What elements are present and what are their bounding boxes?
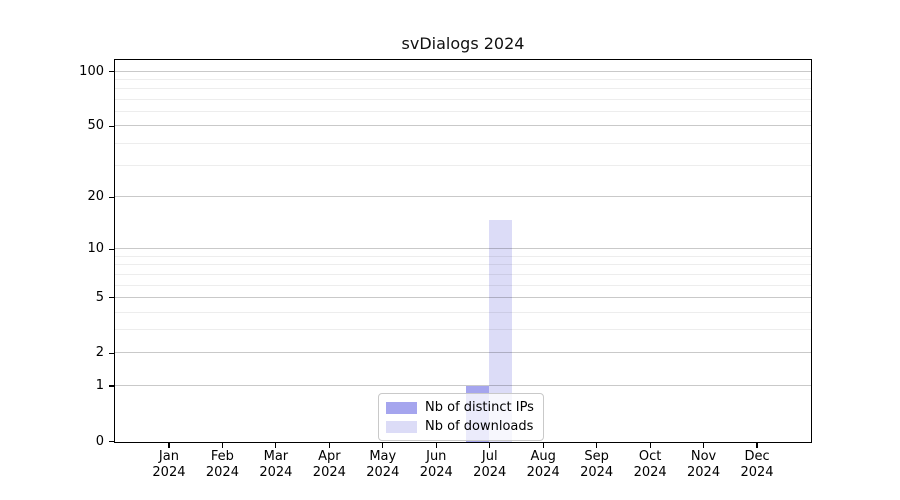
minor-gridline	[115, 165, 811, 167]
bar-downloads	[489, 219, 513, 442]
minor-gridline	[115, 329, 811, 331]
y-tick-mark	[109, 297, 114, 299]
minor-gridline	[115, 98, 811, 100]
y-tick-mark	[109, 196, 114, 199]
x-tick-year: 2024	[633, 465, 667, 480]
major-gridline	[115, 125, 811, 127]
x-tick-month: Mar	[263, 449, 289, 464]
legend-swatch	[386, 401, 417, 414]
legend-label: Nb of downloads	[425, 419, 534, 434]
x-tick-month: Feb	[210, 449, 234, 464]
x-tick-year: 2024	[740, 465, 774, 480]
x-tick-year: 2024	[580, 465, 614, 480]
minor-gridline	[115, 264, 811, 266]
chart-title: svDialogs 2024	[401, 34, 525, 53]
y-tick-label: 2	[95, 345, 104, 361]
x-tick-mark	[221, 443, 223, 448]
x-tick-label: May 2024	[351, 449, 415, 481]
x-tick-mark	[702, 443, 705, 448]
x-tick-year: 2024	[205, 465, 239, 480]
major-gridline	[115, 196, 811, 198]
x-tick-month: Sep	[584, 449, 609, 464]
x-tick-month: Jan	[158, 449, 179, 464]
x-tick-month: Apr	[318, 449, 341, 464]
x-tick-month: Nov	[690, 449, 717, 464]
y-tick-mark	[109, 385, 114, 387]
y-tick-mark	[109, 125, 114, 127]
x-tick-mark	[489, 443, 491, 448]
y-tick-label: 50	[87, 118, 104, 134]
x-tick-mark	[756, 443, 758, 448]
x-tick-mark	[542, 443, 544, 448]
x-tick-month: Jun	[426, 449, 447, 464]
minor-gridline	[115, 273, 811, 275]
y-tick-label: 1	[95, 377, 104, 393]
legend-swatch	[386, 420, 417, 433]
x-tick-label: Jan 2024	[137, 449, 201, 481]
legend-label: Nb of distinct IPs	[425, 400, 534, 415]
y-tick-label: 10	[87, 241, 104, 257]
x-tick-year: 2024	[419, 465, 453, 480]
x-tick-month: May	[369, 449, 397, 464]
y-tick-label: 0	[95, 433, 104, 449]
plot-area	[114, 59, 812, 443]
minor-gridline	[115, 255, 811, 257]
x-tick-month: Aug	[530, 449, 556, 464]
x-tick-year: 2024	[473, 465, 507, 480]
major-gridline	[115, 384, 811, 386]
x-tick-year: 2024	[687, 465, 721, 480]
x-tick-year: 2024	[152, 465, 186, 480]
x-tick-label: Jul 2024	[458, 449, 522, 481]
x-tick-mark	[435, 443, 437, 448]
x-tick-mark	[596, 443, 598, 448]
x-tick-mark	[382, 443, 384, 448]
y-tick-mark	[109, 70, 114, 73]
x-tick-label: Jun 2024	[404, 449, 468, 481]
minor-gridline	[115, 88, 811, 90]
minor-gridline	[115, 78, 811, 80]
major-gridline	[115, 248, 811, 250]
y-tick-mark	[109, 248, 114, 250]
y-tick-label: 5	[95, 289, 104, 305]
y-tick-label: 20	[87, 189, 104, 205]
minor-gridline	[115, 142, 811, 144]
x-tick-year: 2024	[526, 465, 560, 480]
x-tick-month: Dec	[744, 449, 770, 464]
x-tick-month: Oct	[638, 449, 662, 464]
y-tick-mark	[109, 352, 114, 355]
minor-gridline	[115, 284, 811, 286]
legend-entry: Nb of downloads	[386, 417, 535, 436]
x-tick-label: Aug 2024	[511, 449, 575, 481]
x-tick-label: Mar 2024	[244, 449, 308, 481]
x-tick-label: Sep 2024	[565, 449, 629, 481]
x-tick-mark	[328, 443, 330, 448]
minor-gridline	[115, 311, 811, 313]
y-tick-label: 100	[79, 63, 104, 79]
major-gridline	[115, 296, 811, 298]
y-tick-mark	[109, 440, 114, 443]
x-tick-label: Oct 2024	[618, 449, 682, 481]
x-tick-label: Apr 2024	[297, 449, 361, 481]
x-tick-label: Nov 2024	[672, 449, 736, 481]
x-tick-month: Jul	[481, 449, 498, 464]
x-tick-mark	[649, 443, 651, 448]
x-tick-year: 2024	[366, 465, 400, 480]
x-tick-mark	[275, 443, 277, 448]
x-tick-mark	[168, 443, 170, 448]
minor-gridline	[115, 111, 811, 112]
major-gridline	[115, 70, 811, 72]
major-gridline	[115, 352, 811, 354]
x-tick-year: 2024	[312, 465, 346, 480]
legend: Nb of distinct IPs Nb of downloads	[378, 393, 544, 441]
x-tick-year: 2024	[259, 465, 293, 480]
x-tick-label: Feb 2024	[190, 449, 254, 481]
x-tick-label: Dec 2024	[725, 449, 789, 481]
legend-entry: Nb of distinct IPs	[386, 398, 535, 417]
